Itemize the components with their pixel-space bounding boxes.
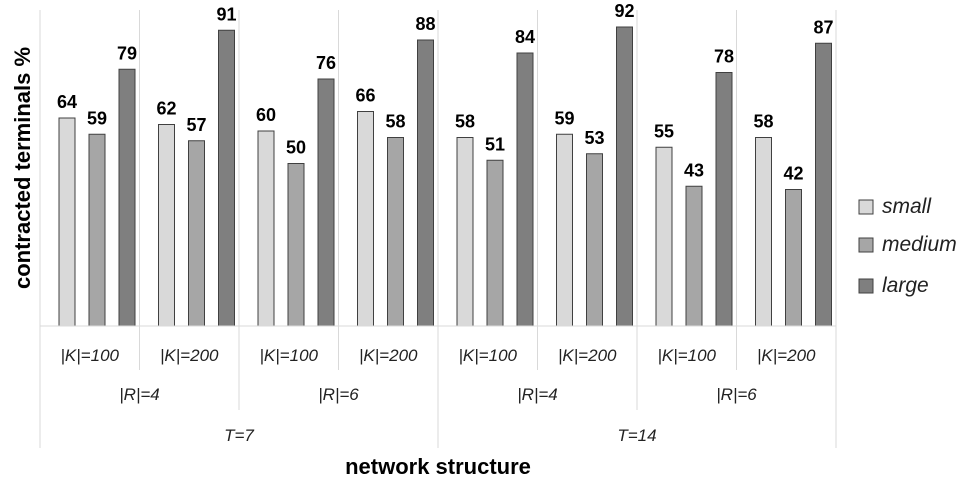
bar-large xyxy=(417,39,434,327)
bar-small xyxy=(257,130,275,327)
data-labels: 64 62 60 66 58 59 55 58 59 57 50 58 51 53 43 42 79 91 76 88… xyxy=(57,1,834,184)
category-label-level1: |K|=100 xyxy=(658,346,717,365)
bar-series xyxy=(58,26,832,327)
category-label-level1: |K|=200 xyxy=(757,346,816,365)
data-label: 55 xyxy=(654,121,674,141)
data-label: 43 xyxy=(684,160,704,180)
data-label: 60 xyxy=(256,105,276,125)
data-label: 59 xyxy=(554,108,574,128)
bar-large xyxy=(815,42,832,327)
y-axis-title: contracted terminals % xyxy=(10,47,35,289)
legend: small medium large xyxy=(858,195,957,297)
data-label: 58 xyxy=(753,112,773,132)
data-label: 59 xyxy=(87,108,107,128)
category-label-level1: |K|=200 xyxy=(558,346,617,365)
category-label-level2: |R|=4 xyxy=(517,385,558,404)
data-label: 51 xyxy=(485,134,505,154)
bar-small xyxy=(158,124,175,327)
bar-large xyxy=(118,68,136,327)
bar-medium xyxy=(287,163,305,327)
legend-swatch-small xyxy=(858,199,874,215)
bar-large xyxy=(715,72,733,327)
category-label-level3: T=14 xyxy=(617,426,656,445)
data-label: 57 xyxy=(186,115,206,135)
data-label: 88 xyxy=(415,14,435,34)
data-label: 58 xyxy=(455,112,475,132)
category-label-level2: |R|=6 xyxy=(318,385,359,404)
bar-large xyxy=(317,78,335,327)
bar-medium xyxy=(88,133,106,327)
category-label-level1: |K|=200 xyxy=(160,346,219,365)
group-separators xyxy=(39,10,837,448)
data-label: 50 xyxy=(286,138,306,158)
data-label: 84 xyxy=(515,27,535,47)
data-label: 64 xyxy=(57,92,77,112)
legend-swatch-large xyxy=(858,278,874,294)
bar-small xyxy=(556,133,573,327)
category-label-level1: |K|=200 xyxy=(359,346,418,365)
bar-medium xyxy=(486,159,504,327)
category-label-level3: T=7 xyxy=(224,426,254,445)
bar-medium xyxy=(586,153,603,327)
category-labels: |K|=100 |K|=200 |K|=100 |K|=200 |K|=100 |K|=2… xyxy=(61,346,817,445)
data-label: 92 xyxy=(614,1,634,21)
category-label-level2: |R|=6 xyxy=(716,385,757,404)
category-label-level2: |R|=4 xyxy=(119,385,160,404)
data-label: 78 xyxy=(714,47,734,67)
data-label: 42 xyxy=(783,164,803,184)
bar-medium xyxy=(685,185,703,327)
bar-small xyxy=(655,146,673,327)
bar-small xyxy=(456,137,474,327)
data-label: 79 xyxy=(117,43,137,63)
bar-large xyxy=(516,52,534,327)
data-label: 76 xyxy=(316,53,336,73)
legend-swatch-medium xyxy=(858,237,874,253)
data-label: 53 xyxy=(584,128,604,148)
data-label: 58 xyxy=(385,112,405,132)
data-label: 62 xyxy=(156,99,176,119)
legend-label-small: small xyxy=(882,195,932,218)
bar-small xyxy=(58,117,76,327)
data-label: 87 xyxy=(813,17,833,37)
bar-large xyxy=(616,26,633,327)
category-label-level1: |K|=100 xyxy=(61,346,120,365)
bar-small xyxy=(357,111,374,327)
bar-large xyxy=(218,29,235,327)
bar-medium xyxy=(387,137,404,327)
category-label-level1: |K|=100 xyxy=(459,346,518,365)
legend-label-large: large xyxy=(882,274,929,297)
bar-medium xyxy=(785,189,802,327)
category-label-level1: |K|=100 xyxy=(260,346,319,365)
x-axis-title: network structure xyxy=(345,454,531,479)
data-label: 91 xyxy=(216,4,236,24)
bar-medium xyxy=(188,140,205,327)
legend-label-medium: medium xyxy=(882,233,957,256)
bar-small xyxy=(755,137,772,327)
data-label: 66 xyxy=(355,86,375,106)
